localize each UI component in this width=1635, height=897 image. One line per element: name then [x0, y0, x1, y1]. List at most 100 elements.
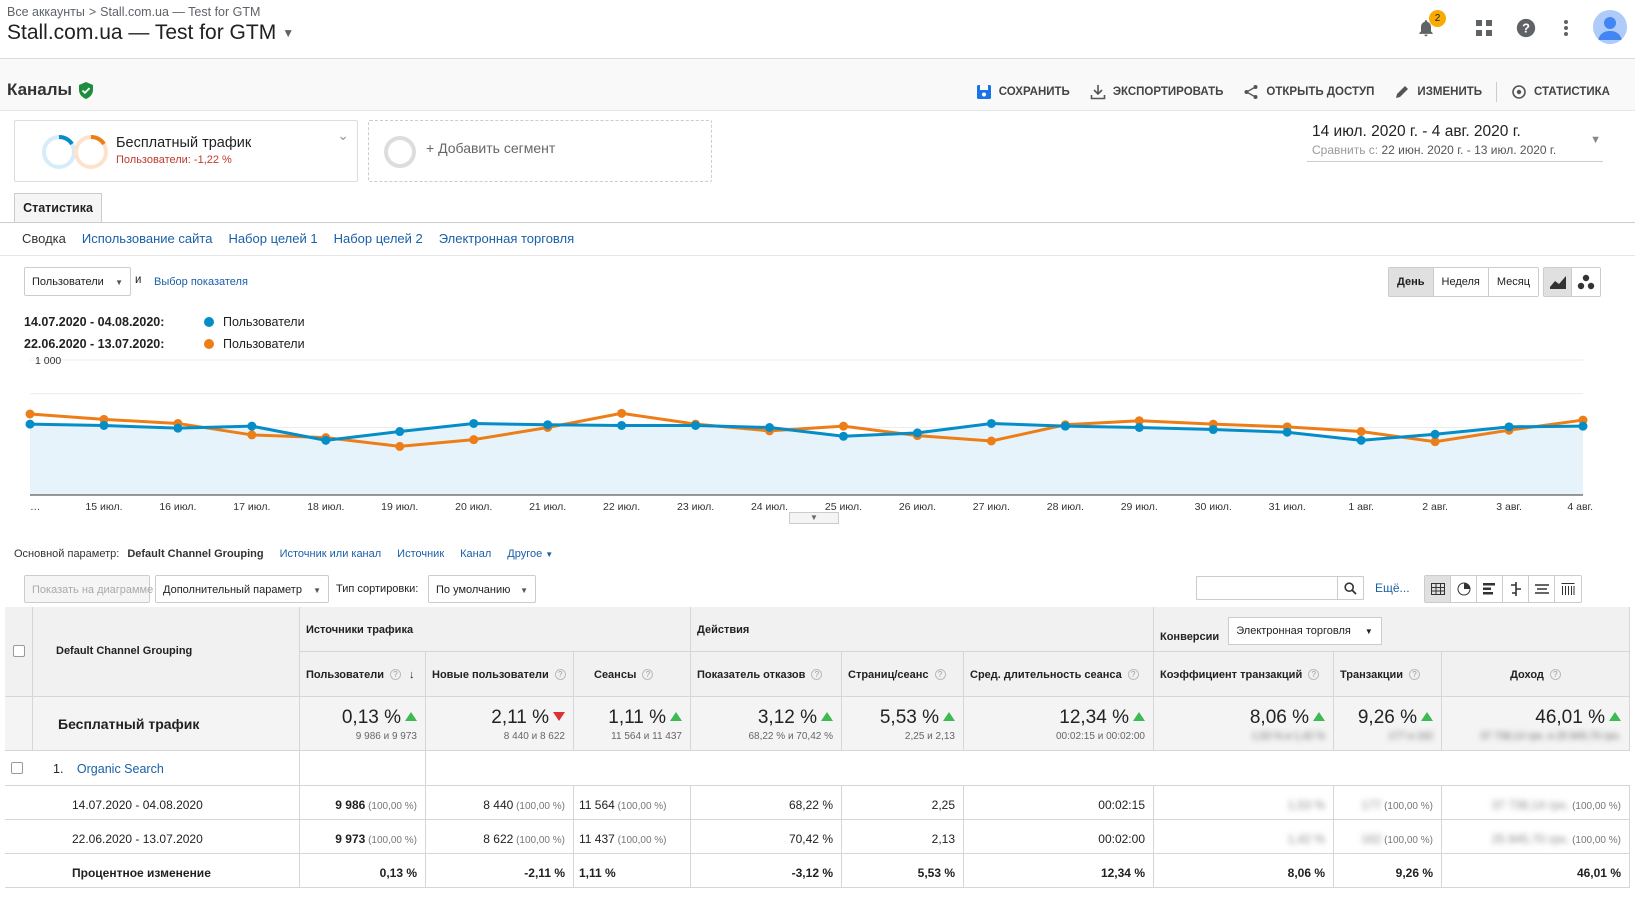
add-segment-button[interactable]: + Добавить сегмент — [368, 120, 712, 182]
property-selector[interactable]: Stall.com.ua — Test for GTM ▼ — [7, 21, 294, 45]
motion-chart-button[interactable] — [1572, 268, 1600, 296]
dimension-header[interactable]: Default Channel Grouping — [33, 607, 300, 697]
subtab-site-usage[interactable]: Использование сайта — [81, 231, 213, 246]
data-point — [617, 420, 627, 430]
view-pivot-button[interactable] — [1555, 576, 1581, 602]
col-pages-per-session[interactable]: Страниц/сеанс? — [842, 652, 964, 697]
conversion-type-select[interactable]: Электронная торговля ▼ — [1228, 617, 1382, 645]
metric-select[interactable]: Пользователи ▼ — [24, 267, 131, 296]
topbar-divider — [0, 58, 1635, 59]
caret-down-icon: ▼ — [1364, 627, 1373, 636]
x-tick-label: 4 авг. — [1567, 501, 1593, 513]
breadcrumb-root[interactable]: Все аккаунты — [7, 5, 85, 19]
subtab-summary[interactable]: Сводка — [22, 231, 66, 246]
dim-source-medium[interactable]: Источник или канал — [279, 548, 382, 560]
row-checkbox[interactable] — [11, 762, 23, 774]
view-comparison-button[interactable] — [1503, 576, 1529, 602]
more-options-button[interactable] — [1552, 14, 1580, 42]
table-search-input[interactable] — [1196, 576, 1338, 600]
table-search-button[interactable] — [1338, 576, 1364, 600]
pick-metric-link[interactable]: Выбор показателя — [154, 276, 248, 288]
help-icon[interactable]: ? — [934, 669, 946, 680]
help-icon[interactable]: ? — [1409, 669, 1421, 680]
arrow-up-icon — [670, 712, 682, 721]
col-sessions[interactable]: Сеансы? — [574, 652, 691, 697]
caret-down-icon: ▼ — [520, 586, 528, 595]
secondary-dimension-select[interactable]: Дополнительный параметр ▼ — [155, 575, 329, 603]
subtab-goal-set-2[interactable]: Набор целей 2 — [333, 231, 423, 246]
segment-active-card[interactable]: Бесплатный трафик Пользователи: -1,22 % … — [14, 120, 358, 182]
col-revenue[interactable]: Доход? — [1442, 652, 1630, 697]
summary-cell: 9,26 % 177 и 162 — [1334, 697, 1442, 751]
col-transactions[interactable]: Транзакции? — [1334, 652, 1442, 697]
select-all-cell — [5, 607, 33, 697]
row-value: 1,11 % — [574, 854, 691, 888]
view-term-cloud-button[interactable] — [1529, 576, 1555, 602]
save-button[interactable]: СОХРАНИТЬ — [966, 84, 1080, 100]
data-point — [25, 409, 35, 419]
subtab-goal-set-1[interactable]: Набор целей 1 — [228, 231, 318, 246]
help-icon[interactable]: ? — [554, 669, 566, 680]
segment-donut-icon — [42, 135, 108, 169]
group-conversions: Конверсии Электронная торговля ▼ — [1154, 607, 1630, 652]
series-area — [30, 423, 1583, 495]
sort-arrow-icon: ↓ — [409, 669, 415, 681]
x-tick-label: … — [30, 501, 41, 513]
row-percent: (100,00 %) — [1569, 835, 1621, 846]
organic-search-link[interactable]: Organic Search — [76, 762, 164, 776]
help-icon[interactable]: ? — [811, 669, 823, 680]
primary-dimension-current[interactable]: Default Channel Grouping — [127, 548, 264, 560]
arrow-down-icon — [553, 712, 565, 721]
help-button[interactable]: ? — [1512, 14, 1540, 42]
line-chart-button[interactable] — [1544, 268, 1572, 296]
chart-resize-handle[interactable]: ▼ — [789, 512, 839, 524]
col-transaction-rate[interactable]: Коэффициент транзакций? — [1154, 652, 1334, 697]
dim-source[interactable]: Источник — [397, 548, 445, 560]
tab-explorer[interactable]: Статистика — [14, 193, 102, 223]
row-percent: (100,00 %) — [1569, 801, 1621, 812]
share-label: ОТКРЫТЬ ДОСТУП — [1266, 86, 1375, 98]
col-bounce-rate[interactable]: Показатель отказов? — [691, 652, 842, 697]
view-performance-button[interactable] — [1477, 576, 1503, 602]
col-pages-label: Страниц/сеанс — [848, 669, 929, 681]
summary-spacer — [5, 697, 33, 751]
export-button[interactable]: ЭКСПОРТИРОВАТЬ — [1080, 84, 1234, 100]
bubble-chart-icon — [1577, 274, 1595, 290]
notifications-button[interactable]: 2 — [1412, 10, 1446, 42]
breadcrumb-property[interactable]: Stall.com.ua — Test for GTM — [100, 5, 261, 19]
help-icon[interactable]: ? — [1549, 669, 1561, 680]
period-month-button[interactable]: Месяц — [1488, 268, 1539, 296]
summary-value-text: 9,26 % — [1357, 707, 1417, 728]
summary-compare: 8 440 и 8 622 — [503, 731, 565, 742]
tab-divider — [0, 222, 1635, 223]
sort-type-select[interactable]: По умолчанию ▼ — [428, 575, 536, 603]
chevron-down-icon[interactable]: ⌄ — [337, 127, 349, 143]
date-range-picker[interactable]: 14 июл. 2020 г. - 4 авг. 2020 г. Сравнит… — [1307, 120, 1603, 162]
col-avg-session-duration[interactable]: Сред. длительность сеанса? — [964, 652, 1154, 697]
help-icon[interactable]: ? — [642, 669, 654, 680]
row-value: 2,25 — [842, 786, 964, 820]
row-value-text: 25 845,70 грн. — [1491, 832, 1570, 846]
view-pie-button[interactable] — [1451, 576, 1477, 602]
col-sessions-label: Сеансы — [594, 669, 637, 681]
help-icon[interactable]: ? — [1127, 669, 1139, 680]
help-icon[interactable]: ? — [390, 669, 402, 680]
help-icon[interactable]: ? — [1308, 669, 1320, 680]
subtab-ecommerce[interactable]: Электронная торговля — [438, 231, 575, 246]
period-week-button[interactable]: Неделя — [1433, 268, 1489, 296]
advanced-filter-link[interactable]: Ещё... — [1375, 581, 1410, 595]
period-day-button[interactable]: День — [1389, 268, 1434, 296]
edit-button[interactable]: ИЗМЕНИТЬ — [1384, 84, 1492, 100]
plot-rows-button[interactable]: Показать на диаграмме — [24, 575, 153, 603]
insights-button[interactable]: СТАТИСТИКА — [1501, 84, 1620, 100]
x-tick-label: 28 июл. — [1047, 501, 1084, 513]
dim-medium[interactable]: Канал — [460, 548, 492, 560]
apps-button[interactable] — [1470, 14, 1498, 42]
avatar[interactable] — [1593, 10, 1627, 44]
col-users[interactable]: Пользователи? ↓ — [300, 652, 426, 697]
select-all-checkbox[interactable] — [13, 645, 25, 657]
share-button[interactable]: ОТКРЫТЬ ДОСТУП — [1233, 84, 1384, 100]
view-data-button[interactable] — [1425, 576, 1451, 602]
dim-other[interactable]: Другое ▼ — [507, 548, 553, 560]
col-new-users[interactable]: Новые пользователи? — [426, 652, 574, 697]
